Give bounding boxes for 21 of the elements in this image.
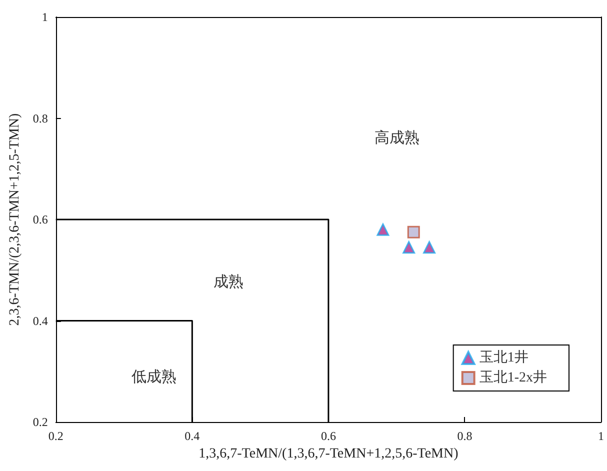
x-tick-label: 0.2 (48, 429, 64, 443)
x-tick-label: 0.4 (184, 429, 200, 443)
y-tick-label: 0.8 (32, 111, 48, 126)
point (376, 223, 390, 236)
legend-label: 玉北1井 (479, 350, 528, 366)
annotation: 成熟 (214, 273, 244, 290)
x-axis-title: 1,3,6,7-TeMN/(1,3,6,7-TeMN+1,2,5,6-TeMN) (198, 446, 459, 462)
annotation: 高成熟 (374, 130, 420, 146)
point (407, 226, 420, 238)
point (423, 241, 436, 254)
y-tick-label: 0.6 (32, 212, 48, 226)
y-tick-label: 0.2 (32, 415, 48, 429)
x-tick-label: 0.6 (320, 429, 336, 443)
x-tick-label: 0.8 (457, 429, 472, 443)
point (402, 241, 416, 254)
annotation: 低成熟 (132, 368, 177, 386)
y-tick-label: 0.4 (32, 314, 48, 328)
y-tick-label: 1 (42, 10, 48, 24)
y-axis-title: 2,3,6-TMN/(2,3,6-TMN+1,2,5-TMN) (8, 112, 22, 326)
legend-label: 玉北1-2x井 (479, 370, 548, 386)
x-tick-label: 1 (598, 429, 604, 443)
